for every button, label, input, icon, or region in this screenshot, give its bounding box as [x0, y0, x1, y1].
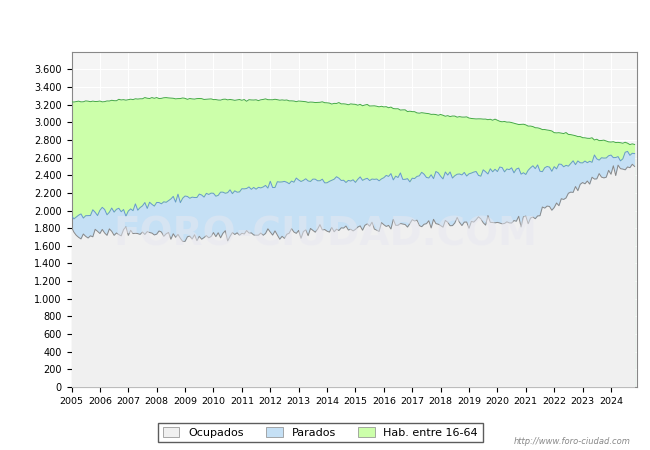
Text: http://www.foro-ciudad.com: http://www.foro-ciudad.com: [514, 436, 630, 446]
Text: FORO-CIUDAD.COM: FORO-CIUDAD.COM: [113, 215, 537, 253]
Legend: Ocupados, Parados, Hab. entre 16-64: Ocupados, Parados, Hab. entre 16-64: [158, 423, 482, 442]
Text: Medina de Rioseco - Evolucion de la poblacion en edad de Trabajar Noviembre de 2: Medina de Rioseco - Evolucion de la pobl…: [59, 18, 591, 29]
